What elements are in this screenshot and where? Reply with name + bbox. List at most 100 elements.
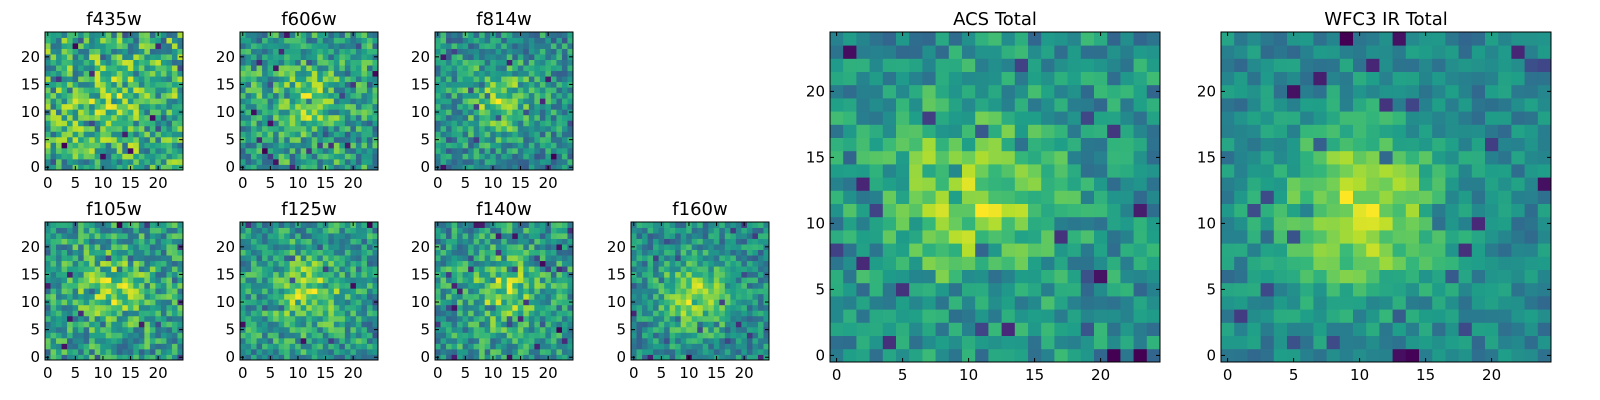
heatmap-cell	[962, 243, 976, 257]
heatmap-cell	[462, 37, 469, 44]
heatmap-cell	[83, 120, 90, 127]
heatmap-cell	[339, 310, 346, 317]
heatmap-cell	[317, 81, 324, 88]
heatmap-cell	[1133, 256, 1148, 270]
heatmap-cell	[61, 32, 68, 38]
heatmap-cell	[144, 65, 151, 72]
heatmap-cell	[278, 233, 285, 239]
heatmap-cell	[94, 282, 101, 289]
heatmap-cell	[675, 271, 682, 278]
heatmap-cell	[83, 103, 90, 110]
heatmap-cell	[746, 288, 753, 295]
heatmap-cell	[653, 343, 659, 350]
heatmap-cell	[550, 315, 557, 322]
heatmap-cell	[333, 109, 340, 116]
heatmap-cell	[517, 120, 524, 127]
heatmap-cell	[642, 304, 648, 311]
heatmap-cell	[636, 299, 643, 306]
heatmap-cell	[523, 59, 530, 66]
heatmap-cell	[339, 87, 346, 94]
heatmap-cell	[484, 164, 491, 171]
heatmap-cell	[245, 238, 252, 245]
heatmap-cell	[149, 54, 156, 60]
heatmap-cell	[144, 310, 151, 317]
heatmap-cell	[289, 354, 296, 361]
heatmap-cell	[111, 59, 118, 66]
heatmap-cell	[372, 70, 379, 77]
heatmap-cell	[155, 304, 162, 311]
heatmap-cell	[479, 131, 486, 138]
heatmap-cell	[523, 227, 530, 234]
heatmap-cell	[435, 131, 441, 138]
heatmap-cell	[856, 348, 870, 363]
heatmap-cell	[1014, 177, 1029, 191]
heatmap-cell	[534, 354, 541, 361]
heatmap-cell	[473, 249, 480, 256]
heatmap-cell	[856, 164, 870, 178]
y-tick-label: 20	[21, 238, 40, 256]
y-tick-label: 0	[420, 348, 430, 366]
heatmap-cell	[116, 136, 123, 143]
heatmap-cell	[372, 48, 379, 55]
heatmap-cell	[289, 32, 296, 38]
heatmap-cell	[988, 322, 1002, 336]
heatmap-cell	[100, 114, 107, 121]
heatmap-cell	[539, 282, 546, 289]
heatmap-cell	[479, 147, 486, 154]
heatmap-cell	[631, 238, 637, 245]
heatmap-cell	[166, 249, 173, 256]
heatmap-cell	[344, 233, 351, 239]
heatmap-cell	[251, 337, 257, 344]
heatmap-cell	[561, 103, 568, 110]
heatmap-cell	[94, 293, 101, 300]
heatmap-cell	[366, 233, 373, 239]
heatmap-cell	[468, 233, 475, 239]
heatmap-cell	[61, 222, 68, 228]
heatmap-cell	[484, 326, 491, 333]
heatmap-cell	[658, 255, 665, 262]
heatmap-cell	[856, 230, 870, 244]
heatmap-cell	[267, 332, 274, 339]
heatmap-cell	[155, 293, 162, 300]
heatmap-cell	[539, 87, 546, 94]
heatmap-cell	[922, 203, 936, 218]
heatmap-cell	[67, 304, 73, 311]
heatmap-cell	[171, 277, 178, 284]
heatmap-cell	[284, 87, 291, 94]
heatmap-cell	[550, 81, 557, 88]
heatmap-cell	[730, 249, 737, 256]
heatmap-cell	[517, 87, 524, 94]
heatmap-cell	[523, 65, 530, 72]
heatmap-cell	[45, 266, 51, 273]
heatmap-cell	[680, 337, 687, 344]
heatmap-cell	[856, 269, 870, 284]
heatmap-cell	[490, 332, 497, 339]
heatmap-cell	[528, 271, 535, 278]
heatmap-cell	[534, 164, 541, 171]
heatmap-cell	[83, 348, 90, 355]
heatmap-cell	[1041, 256, 1055, 270]
heatmap-cell	[567, 348, 574, 355]
heatmap-cell	[155, 158, 162, 165]
heatmap-cell	[545, 304, 552, 311]
heatmap-cell	[311, 103, 318, 110]
heatmap-cell	[240, 125, 246, 132]
x-tick-label: 5	[71, 174, 81, 192]
heatmap-cell	[100, 158, 107, 165]
heatmap-cell	[256, 255, 263, 262]
heatmap-cell	[311, 315, 318, 322]
heatmap-cell	[133, 109, 140, 116]
heatmap-cell	[372, 142, 379, 149]
heatmap-cell	[462, 65, 469, 72]
heatmap-cell	[122, 288, 129, 295]
heatmap-cell	[245, 164, 252, 171]
heatmap-cell	[556, 326, 563, 333]
heatmap-cell	[451, 147, 458, 154]
heatmap-cells	[45, 32, 184, 171]
heatmap-cell	[306, 147, 313, 154]
heatmap-cell	[295, 142, 302, 149]
heatmap-cell	[1146, 230, 1161, 244]
heatmap-cell	[245, 315, 252, 322]
